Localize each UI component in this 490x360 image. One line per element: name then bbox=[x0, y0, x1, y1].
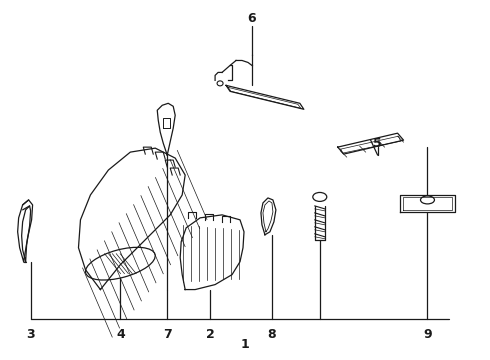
Text: 8: 8 bbox=[268, 328, 276, 341]
Text: 1: 1 bbox=[241, 338, 249, 351]
Text: 3: 3 bbox=[26, 328, 35, 341]
Text: 4: 4 bbox=[116, 328, 125, 341]
Text: 6: 6 bbox=[247, 12, 256, 25]
Text: 5: 5 bbox=[373, 137, 382, 150]
Text: 7: 7 bbox=[163, 328, 172, 341]
Text: 2: 2 bbox=[206, 328, 215, 341]
Text: 9: 9 bbox=[423, 328, 432, 341]
